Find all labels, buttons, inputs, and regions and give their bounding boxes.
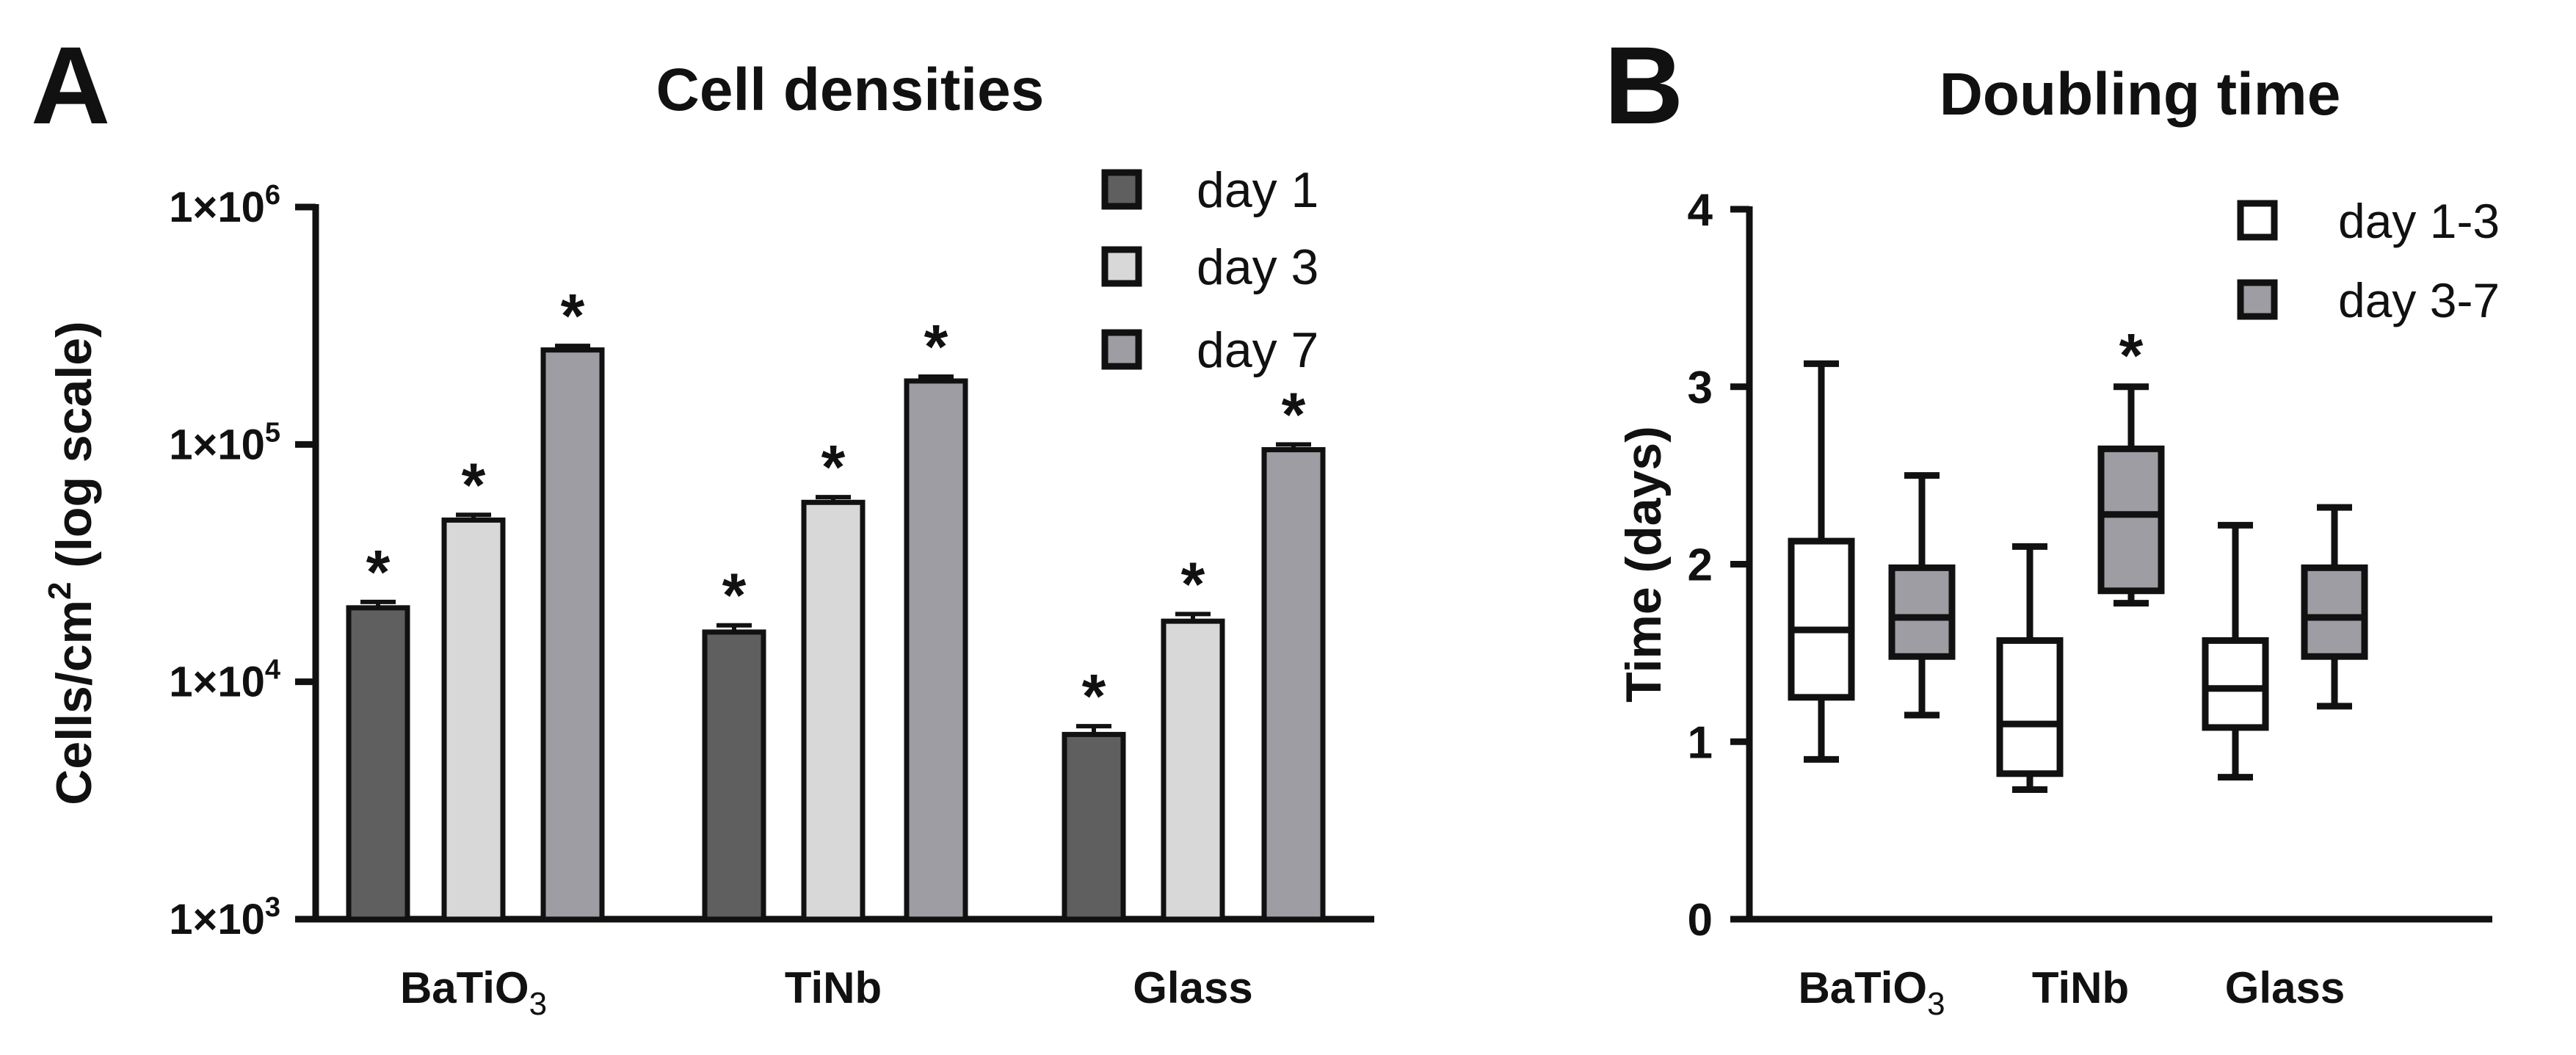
x-category-label: BaTiO3 bbox=[1798, 963, 1945, 1022]
legend-swatch bbox=[1101, 246, 1142, 287]
significance-marker: * bbox=[2119, 321, 2144, 390]
y-tick-label: 1×105 bbox=[169, 417, 280, 468]
bar bbox=[441, 517, 506, 922]
bar bbox=[1161, 618, 1225, 922]
legend-swatch bbox=[1101, 329, 1142, 370]
chart-title: Cell densities bbox=[656, 57, 1045, 123]
bar bbox=[801, 499, 866, 922]
y-tick-label: 4 bbox=[1688, 185, 1713, 236]
bar bbox=[1261, 447, 1326, 922]
significance-marker: * bbox=[1082, 661, 1106, 730]
x-category-label: Glass bbox=[1133, 963, 1252, 1012]
y-tick-label: 1 bbox=[1688, 717, 1713, 768]
legend-label: day 3 bbox=[1197, 239, 1318, 295]
y-tick-label: 2 bbox=[1688, 540, 1713, 591]
legend-swatch bbox=[2237, 200, 2278, 241]
bar bbox=[346, 605, 410, 922]
x-category-label: Glass bbox=[2225, 963, 2345, 1012]
panel-label: B bbox=[1604, 23, 1683, 147]
x-category-label: TiNb bbox=[2032, 963, 2129, 1012]
significance-marker: * bbox=[1282, 380, 1306, 449]
box bbox=[2202, 637, 2269, 731]
y-axis-label: Cells/cm2 (log scale) bbox=[42, 321, 102, 805]
box bbox=[1788, 537, 1855, 701]
panel-label: A bbox=[31, 23, 110, 147]
panel-b-doubling-time: B Doubling time Time (days) 0 1 2 3 4 * BaTiO3 TiN… bbox=[1604, 23, 2500, 1022]
significance-marker: * bbox=[561, 281, 585, 350]
legend-label: day 1 bbox=[1197, 162, 1318, 218]
x-category-label: TiNb bbox=[785, 963, 882, 1012]
legend-label: day 1-3 bbox=[2338, 194, 2500, 248]
panel-a-cell-densities: A Cell densities Cells/cm2 (log scale) 1×10… bbox=[31, 23, 1374, 1022]
y-tick-label: 3 bbox=[1688, 363, 1713, 413]
bar bbox=[1062, 731, 1126, 922]
y-tick-label: 1×106 bbox=[169, 180, 280, 231]
box bbox=[1996, 637, 2064, 777]
legend-swatch bbox=[1101, 169, 1142, 210]
significance-marker: * bbox=[722, 561, 747, 630]
legend-label: day 3-7 bbox=[2338, 273, 2500, 327]
x-category-label: BaTiO3 bbox=[400, 963, 547, 1022]
significance-marker: * bbox=[366, 537, 391, 606]
significance-marker: * bbox=[924, 312, 948, 381]
bar bbox=[904, 378, 968, 922]
box bbox=[1888, 564, 1956, 660]
box bbox=[2301, 564, 2368, 660]
legend-label: day 7 bbox=[1197, 322, 1318, 378]
significance-marker: * bbox=[1181, 549, 1205, 618]
significance-marker: * bbox=[821, 432, 846, 501]
bar bbox=[702, 629, 766, 922]
y-axis-label: Time (days) bbox=[1616, 426, 1672, 703]
chart-title: Doubling time bbox=[1940, 61, 2341, 128]
significance-marker: * bbox=[462, 450, 486, 519]
y-tick-label: 1×104 bbox=[169, 655, 280, 706]
bar bbox=[540, 347, 605, 922]
y-tick-label: 1×103 bbox=[169, 892, 280, 943]
legend-swatch bbox=[2237, 279, 2278, 320]
box bbox=[2097, 445, 2165, 595]
y-tick-label: 0 bbox=[1688, 895, 1713, 946]
